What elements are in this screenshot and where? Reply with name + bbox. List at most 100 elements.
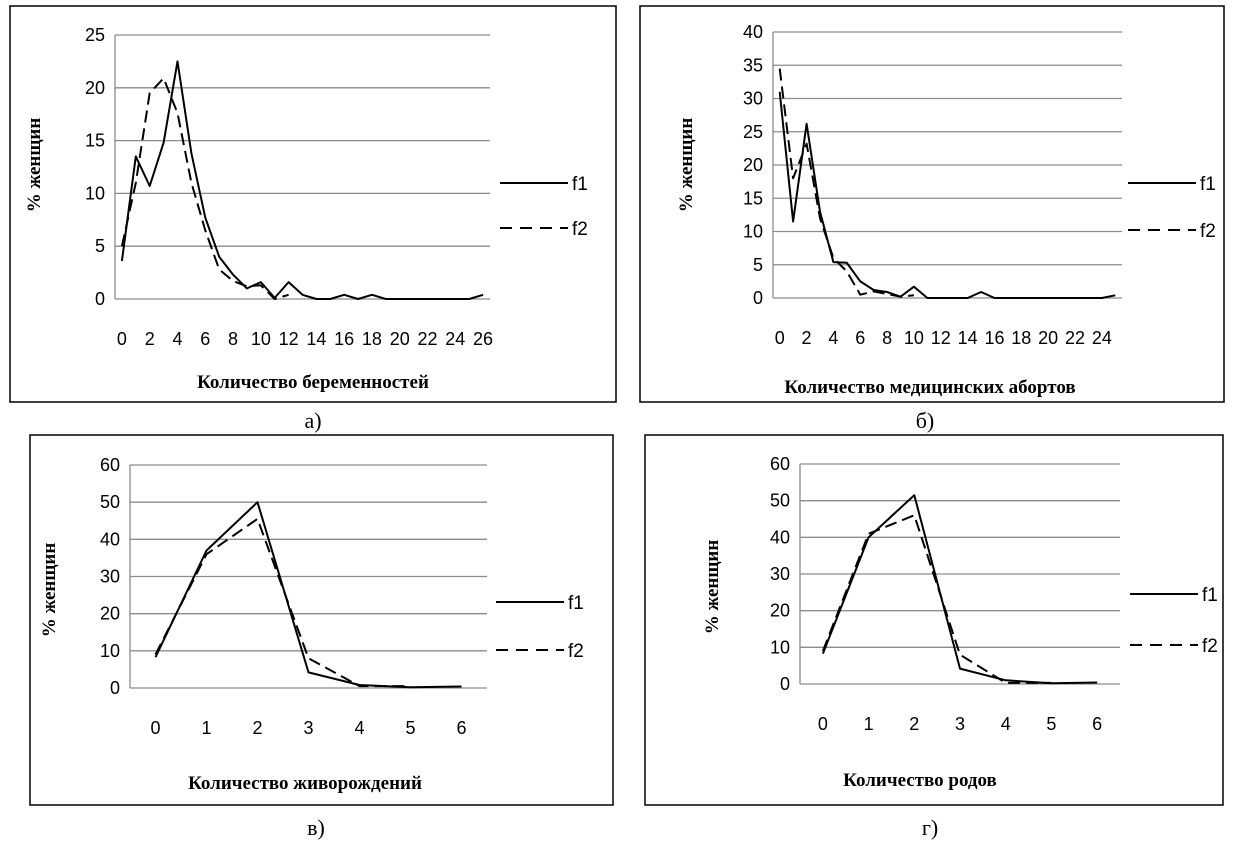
x-tick-label: 0 — [150, 718, 160, 738]
legend: f1 f2 — [1128, 174, 1216, 242]
y-tick-label: 10 — [743, 222, 763, 242]
y-tick-label: 35 — [743, 55, 763, 75]
y-tick-label: 60 — [100, 455, 120, 475]
x-tick-label: 8 — [882, 328, 892, 348]
y-tick-label: 20 — [100, 604, 120, 624]
x-tick-label: 24 — [1092, 328, 1112, 348]
y-tick-label: 60 — [770, 454, 790, 474]
x-tick-label: 10 — [251, 329, 271, 349]
chart-d: 0 10 20 30 40 50 60 0 1 2 3 4 5 6 f1 f2 Количество ро… — [644, 434, 1224, 806]
x-tick-labels: 0 1 2 3 4 5 6 — [818, 714, 1102, 734]
y-axis-label: % женщин — [702, 540, 723, 635]
x-tick-label: 2 — [145, 329, 155, 349]
gridlines — [799, 463, 1120, 685]
x-tick-label: 16 — [984, 328, 1004, 348]
series-lines — [154, 501, 462, 689]
gridlines — [129, 464, 487, 689]
x-tick-label: 5 — [1046, 714, 1056, 734]
x-axis-label: Количество беременностей — [197, 372, 429, 393]
gridlines — [772, 31, 1122, 299]
x-tick-label: 22 — [1065, 328, 1085, 348]
legend-label-f1: f1 — [572, 174, 588, 195]
series-lines — [120, 60, 484, 300]
series-line-f2 — [778, 68, 915, 298]
x-tick-label: 22 — [417, 329, 437, 349]
x-tick-label: 1 — [201, 718, 211, 738]
x-tick-label: 4 — [1001, 714, 1011, 734]
y-tick-label: 10 — [85, 183, 105, 203]
y-tick-label: 30 — [100, 567, 120, 587]
chart-frame — [639, 5, 1225, 403]
x-tick-label: 26 — [473, 329, 493, 349]
y-tick-label: 40 — [743, 22, 763, 42]
series-line-f2 — [821, 514, 1052, 684]
series-line-f2 — [154, 517, 411, 688]
x-tick-label: 8 — [228, 329, 238, 349]
x-tick-label: 4 — [828, 328, 838, 348]
y-tick-label: 0 — [95, 289, 105, 309]
x-tick-label: 4 — [354, 718, 364, 738]
x-tick-label: 2 — [909, 714, 919, 734]
y-tick-label: 25 — [743, 122, 763, 142]
caption-c: в) — [307, 815, 325, 840]
gridlines — [114, 34, 490, 300]
y-tick-label: 0 — [110, 678, 120, 698]
legend-label-f1: f1 — [568, 593, 584, 614]
x-tick-label: 10 — [904, 328, 924, 348]
x-tick-labels: 0 1 2 3 4 5 6 — [150, 718, 466, 738]
x-tick-labels: 0 2 4 6 8 10 12 14 16 18 20 22 24 — [775, 328, 1112, 348]
x-tick-label: 18 — [1011, 328, 1031, 348]
legend-label-f2: f2 — [568, 641, 584, 662]
y-tick-label: 20 — [85, 78, 105, 98]
y-tick-label: 20 — [743, 155, 763, 175]
legend: f1 f2 — [500, 174, 588, 240]
y-tick-label: 15 — [743, 188, 763, 208]
x-axis-label: Количество медицинских абортов — [784, 377, 1075, 398]
x-tick-label: 12 — [279, 329, 299, 349]
x-tick-label: 20 — [390, 329, 410, 349]
series-lines — [778, 68, 1116, 299]
x-tick-label: 2 — [802, 328, 812, 348]
x-tick-label: 12 — [931, 328, 951, 348]
x-tick-label: 2 — [252, 718, 262, 738]
series-line-f1 — [154, 501, 462, 689]
caption-d: г) — [922, 815, 938, 840]
x-tick-label: 3 — [955, 714, 965, 734]
x-axis-label: Количество живорождений — [188, 773, 422, 794]
legend: f1 f2 — [496, 593, 584, 662]
y-tick-label: 15 — [85, 131, 105, 151]
legend: f1 f2 — [1130, 585, 1218, 657]
y-axis-label: % женщин — [24, 118, 45, 213]
y-tick-label: 10 — [100, 641, 120, 661]
y-axis-label: % женщин — [39, 543, 60, 638]
y-tick-label: 30 — [770, 564, 790, 584]
legend-label-f1: f1 — [1200, 174, 1216, 195]
y-tick-label: 30 — [743, 89, 763, 109]
x-tick-label: 6 — [1092, 714, 1102, 734]
caption-b: б) — [916, 408, 935, 433]
x-tick-label: 14 — [306, 329, 326, 349]
y-tick-label: 25 — [85, 25, 105, 45]
series-lines — [821, 494, 1098, 685]
chart-frame — [29, 434, 614, 806]
chart-frame — [644, 434, 1224, 806]
y-tick-label: 5 — [95, 236, 105, 256]
y-tick-label: 40 — [770, 527, 790, 547]
y-tick-label: 10 — [770, 637, 790, 657]
y-tick-label: 40 — [100, 529, 120, 549]
x-tick-label: 0 — [117, 329, 127, 349]
x-tick-label: 24 — [445, 329, 465, 349]
y-tick-labels: 0 5 10 15 20 25 30 35 40 — [743, 22, 763, 308]
legend-label-f1: f1 — [1202, 585, 1218, 606]
x-tick-label: 16 — [334, 329, 354, 349]
x-tick-label: 6 — [855, 328, 865, 348]
x-tick-label: 20 — [1038, 328, 1058, 348]
x-tick-label: 1 — [864, 714, 874, 734]
legend-label-f2: f2 — [1202, 636, 1218, 657]
series-line-f1 — [120, 60, 484, 300]
y-tick-label: 20 — [770, 601, 790, 621]
y-tick-labels: 0 10 20 30 40 50 60 — [100, 455, 120, 698]
chart-c: 0 10 20 30 40 50 60 0 1 2 3 4 5 6 f1 f2 Количество жи… — [29, 434, 614, 806]
